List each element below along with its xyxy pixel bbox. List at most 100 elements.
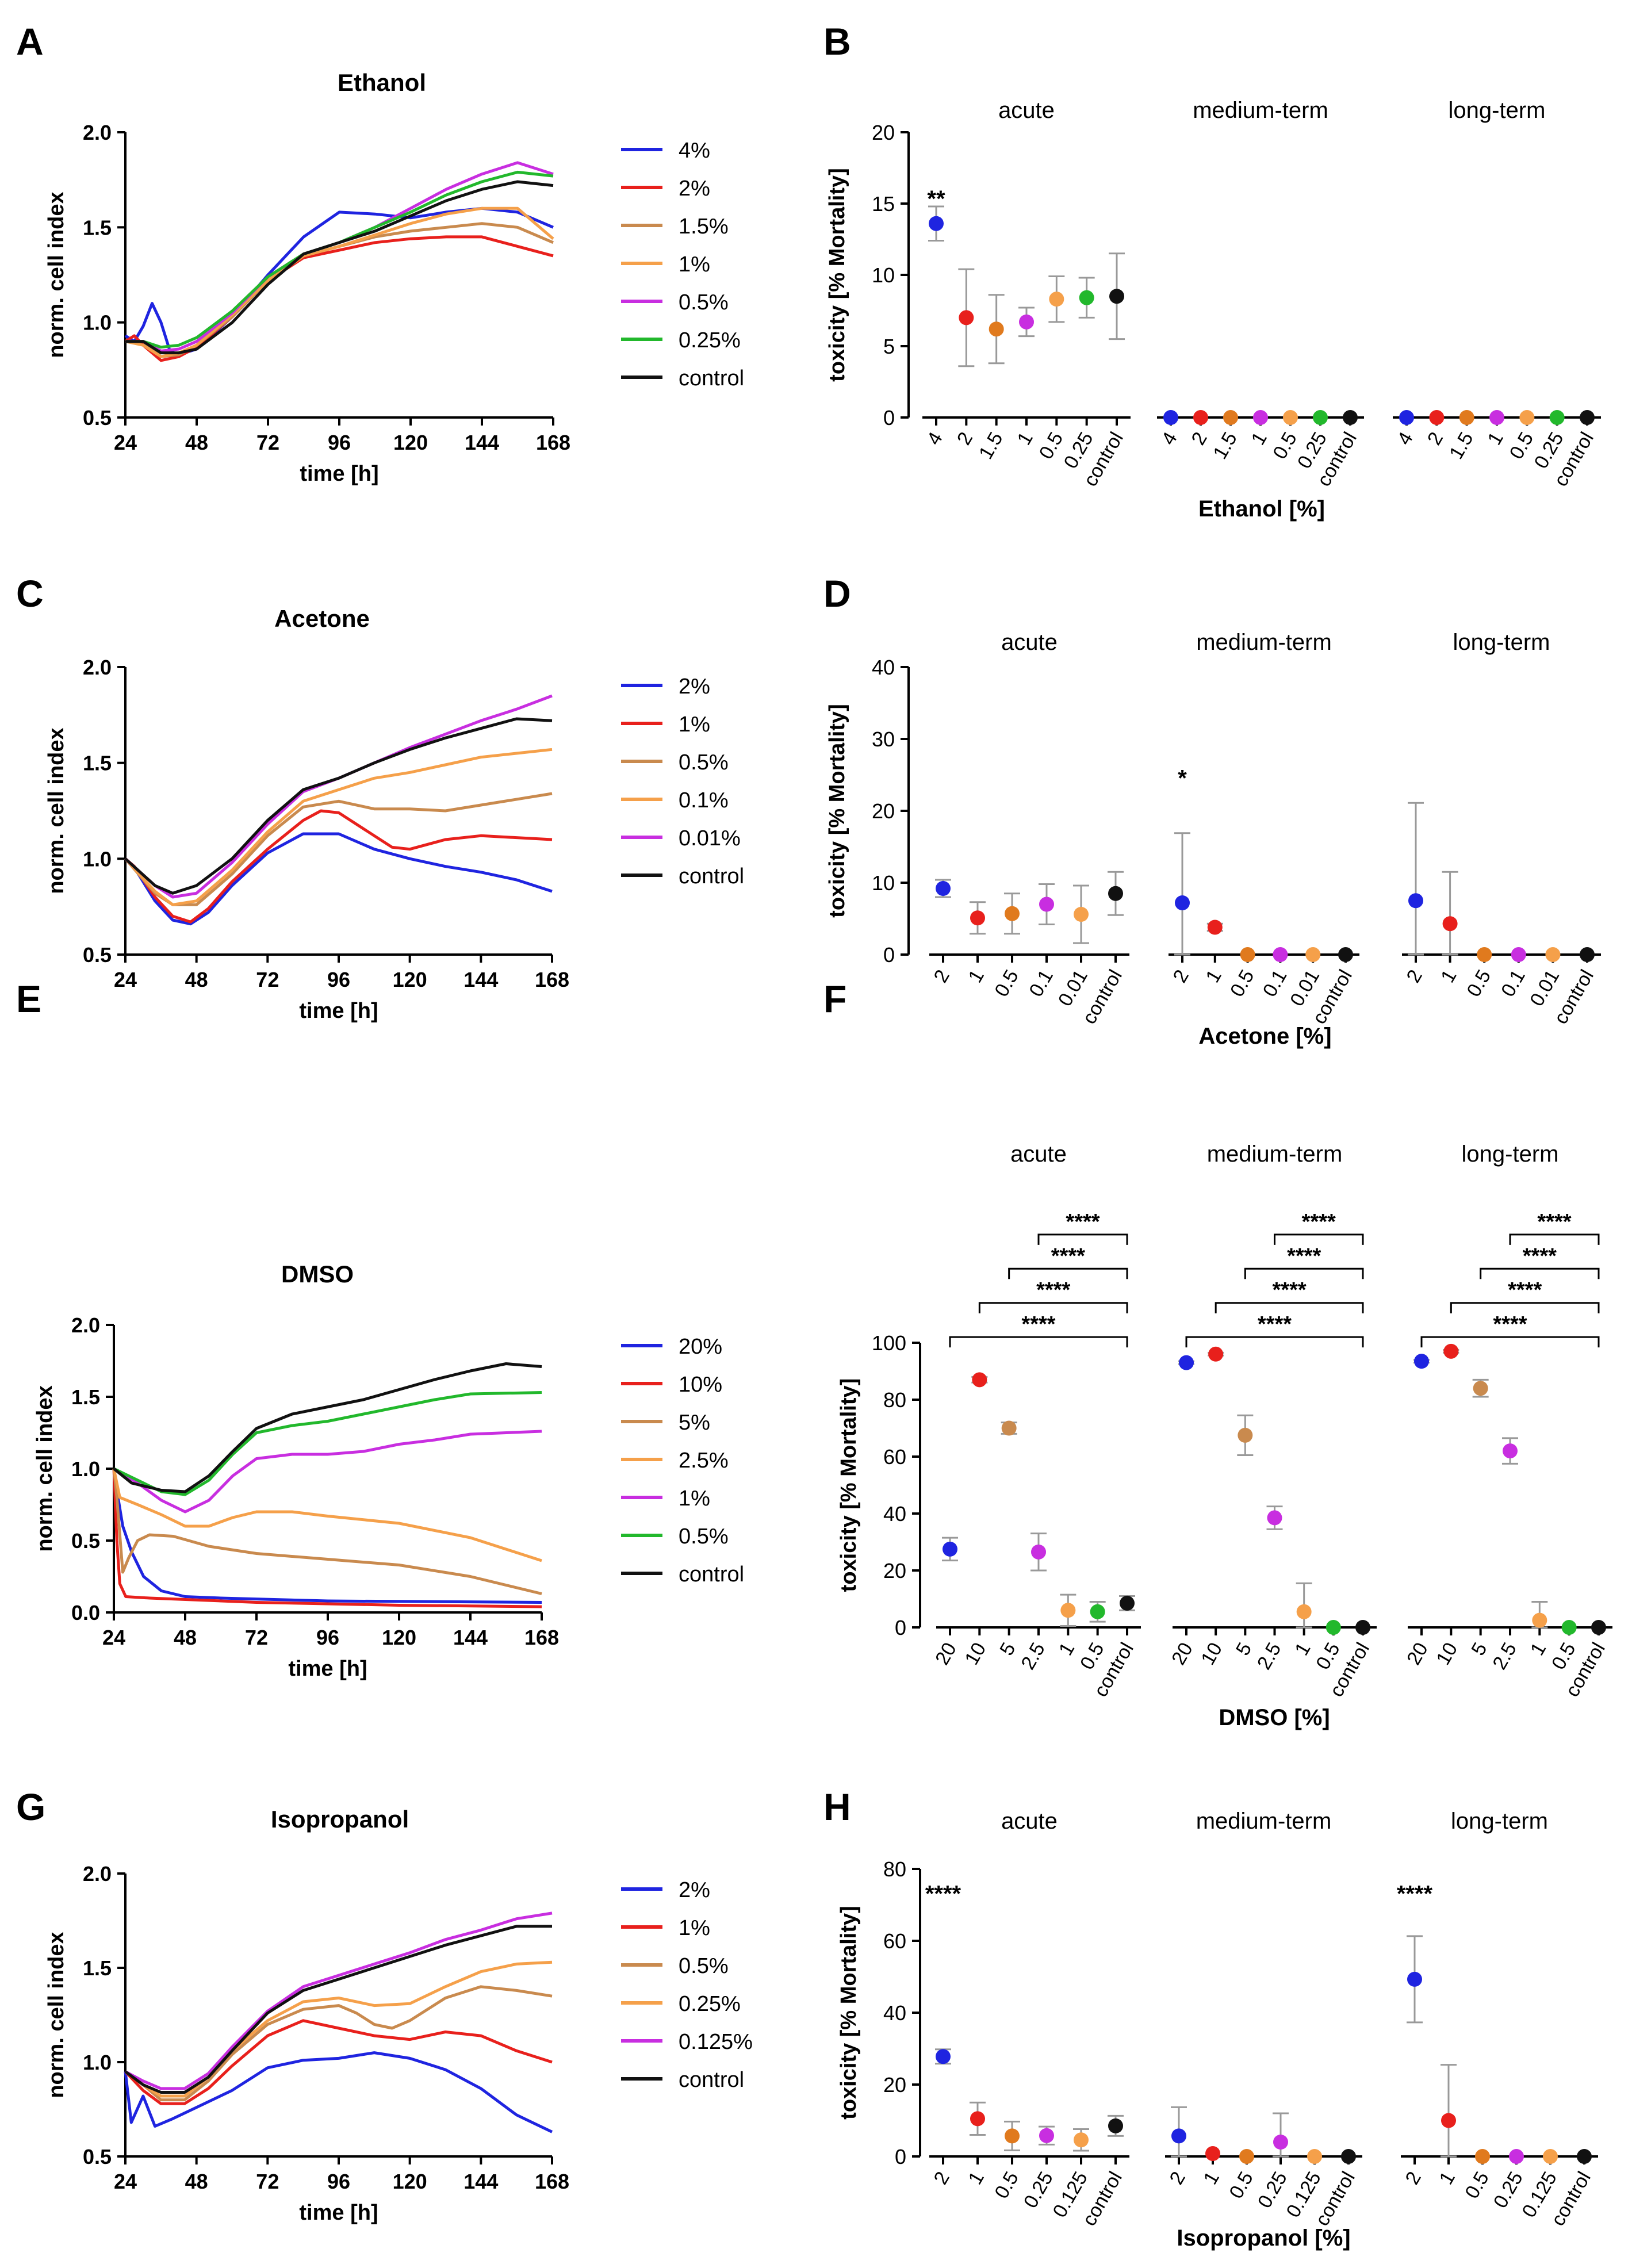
significance-marker: **** <box>1021 1312 1055 1336</box>
data-point <box>1031 1544 1046 1560</box>
data-point <box>959 310 974 325</box>
data-point <box>1545 947 1561 962</box>
group-title: long-term <box>1453 630 1550 655</box>
x-tick-label: 24 <box>114 431 137 454</box>
x-tick-label: 0.5 <box>1226 966 1259 1001</box>
y-tick-label: 1.0 <box>83 2051 112 2074</box>
y-tick-label: 2.0 <box>71 1313 100 1337</box>
significance-marker: **** <box>1258 1312 1292 1336</box>
data-point <box>1477 947 1492 962</box>
y-tick-label: 20 <box>872 799 895 823</box>
y-tick-label: 2.0 <box>83 1862 112 1886</box>
x-tick-label: 120 <box>393 431 428 454</box>
series-line-5 <box>112 1468 542 1595</box>
y-tick-label: 1.5 <box>83 216 112 239</box>
x-tick-label: 20 <box>1403 1639 1432 1669</box>
x-tick-label: 72 <box>245 1626 268 1649</box>
x-tick-label: 1 <box>1200 2168 1224 2188</box>
panel-b: B 0 5 10 15 20 toxicity [% Mortality] Ethanol [… <box>823 20 1601 522</box>
x-axis-label: DMSO [%] <box>1219 1705 1330 1730</box>
y-tick-label: 30 <box>872 727 895 751</box>
x-tick-label: 1.5 <box>1445 428 1478 463</box>
data-point <box>943 1541 957 1557</box>
data-point <box>1223 410 1238 425</box>
x-tick-label: 168 <box>536 431 570 454</box>
significance-marker: **** <box>1523 1244 1557 1268</box>
legend-label: 0.5% <box>679 290 729 315</box>
significance-bracket <box>1420 1336 1600 1348</box>
legend-label: control <box>679 366 744 390</box>
series-line-025 <box>125 170 554 349</box>
y-axis-label: norm. cell index <box>33 1385 57 1551</box>
x-tick-label: 4 <box>1158 428 1182 449</box>
y-tick-label: 60 <box>883 1929 906 1953</box>
y-tick-label: 0 <box>883 943 895 967</box>
data-point <box>1108 2118 1123 2133</box>
significance-bracket <box>1185 1336 1364 1348</box>
group-title: medium-term <box>1193 98 1328 123</box>
x-tick-label: 4 <box>1393 428 1418 449</box>
legend-label: 0.25% <box>679 1992 741 2016</box>
y-axis-label: norm. cell index <box>44 727 68 894</box>
series-line-control <box>125 180 554 355</box>
x-tick-label: 1 <box>1290 1639 1315 1659</box>
significance-bracket <box>1244 1267 1364 1279</box>
series-line-control <box>124 717 553 895</box>
x-tick-label: 0.1 <box>1497 966 1530 1001</box>
data-point <box>989 321 1004 337</box>
data-point <box>1283 410 1298 425</box>
series-line-05 <box>113 1391 542 1496</box>
series-line-25 <box>112 1468 542 1562</box>
y-tick-label: 40 <box>883 2001 906 2025</box>
panel-a: A Ethanol 24 48 72 96 120 144 168 0.5 1.0 1.5 2.0 tim… <box>16 20 744 486</box>
x-tick-label: 2.5 <box>1488 1639 1521 1673</box>
x-tick-label: 2 <box>1401 2168 1426 2188</box>
y-tick-label: 0.5 <box>71 1529 100 1553</box>
y-tick-label: 1.0 <box>71 1457 100 1481</box>
significance-bracket <box>1509 1233 1600 1245</box>
data-point <box>1543 2149 1558 2164</box>
x-tick-label: 2 <box>953 428 977 449</box>
significance-marker: **** <box>1273 1278 1307 1302</box>
x-tick-label: 72 <box>256 968 279 991</box>
legend-label: 5% <box>679 1411 710 1435</box>
panel-f: F 0 20 40 60 80 100 toxicity [% Mortality] DMSO … <box>823 978 1612 1730</box>
panel-label: D <box>823 572 851 615</box>
legend-label: control <box>679 1562 744 1587</box>
chart-title: DMSO <box>281 1261 354 1288</box>
significance-bracket <box>1037 1233 1128 1245</box>
data-point <box>1341 2149 1356 2164</box>
significance-bracket <box>978 1302 1128 1313</box>
x-tick-label: 2 <box>1187 428 1212 449</box>
panel-label: G <box>16 1786 45 1828</box>
significance-marker: * <box>1178 765 1187 791</box>
data-point <box>1580 410 1595 425</box>
data-point <box>1307 2149 1322 2164</box>
data-point <box>1060 1603 1076 1618</box>
y-tick-label: 20 <box>872 121 895 144</box>
significance-marker: **** <box>1537 1210 1571 1234</box>
data-point <box>1325 1620 1341 1635</box>
data-point <box>1207 920 1223 935</box>
x-tick-label: 1 <box>1526 1639 1550 1659</box>
significance-marker: **** <box>1287 1244 1321 1268</box>
group-title: long-term <box>1462 1141 1559 1167</box>
x-tick-label: 48 <box>185 968 208 991</box>
x-tick-label: 48 <box>174 1626 197 1649</box>
series-line-05 <box>125 161 554 353</box>
x-tick-label: 168 <box>524 1626 559 1649</box>
y-tick-label: 2.0 <box>83 656 112 679</box>
x-tick-label: 20 <box>931 1639 961 1669</box>
panel-label: B <box>823 20 851 63</box>
y-tick-label: 1.0 <box>83 311 112 335</box>
legend-label: 2% <box>679 1878 710 1902</box>
x-tick-label: 4 <box>923 428 947 449</box>
x-tick-label: 2 <box>1169 966 1193 986</box>
y-axis-label: toxicity [% Mortality] <box>837 1906 861 2120</box>
significance-marker: **** <box>925 1881 961 1906</box>
significance-marker: **** <box>1036 1278 1070 1302</box>
data-point <box>1509 2149 1524 2164</box>
data-point <box>1005 906 1020 921</box>
legend-label: 10% <box>679 1373 722 1397</box>
series-line-2 <box>124 832 553 926</box>
